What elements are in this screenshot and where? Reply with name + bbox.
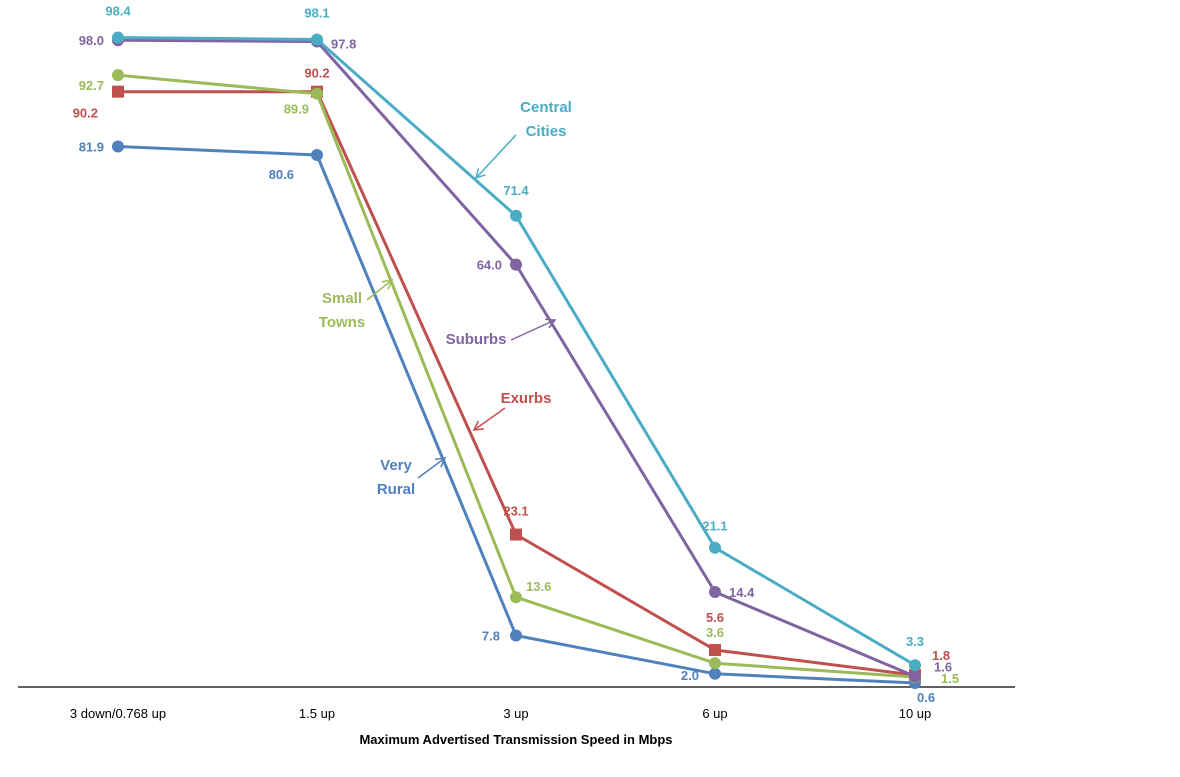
series-name-label: Small Towns — [319, 290, 365, 331]
series-name-exurbs: Exurbs — [472, 390, 552, 431]
value-label: 5.6 — [706, 610, 724, 625]
arrow-head-icon — [472, 420, 485, 431]
value-label: 23.1 — [503, 504, 528, 519]
data-point — [709, 657, 721, 670]
series-name-label: Very Rural — [377, 457, 415, 498]
series-arrow-line — [510, 319, 556, 341]
series-arrow-line — [475, 134, 517, 179]
data-point — [112, 31, 124, 44]
value-label: 1.6 — [934, 659, 952, 674]
series-name-central-cities: Central Cities — [474, 99, 572, 180]
data-point — [311, 33, 323, 46]
series-line — [117, 36, 916, 667]
series-name-label: Exurbs — [501, 390, 552, 407]
series-line — [117, 38, 916, 678]
data-point — [709, 585, 721, 598]
arrow-head-icon — [474, 168, 486, 180]
x-tick-labels: 3 down/0.768 up 1.5 up 3 up 6 up 10 up — [70, 706, 931, 721]
data-point — [510, 629, 522, 642]
data-point — [112, 69, 124, 82]
value-label: 13.6 — [526, 579, 551, 594]
series-line — [118, 90, 916, 677]
series-central-cities — [112, 31, 921, 672]
series-line — [117, 73, 916, 679]
value-label: 71.4 — [503, 183, 529, 198]
value-label: 14.4 — [729, 585, 755, 600]
data-point — [510, 528, 522, 541]
value-label: 3.6 — [706, 625, 724, 640]
value-label: 2.0 — [681, 668, 699, 683]
series-name-label: Suburbs — [446, 331, 507, 348]
series-name-very-rural: Very Rural — [377, 457, 447, 498]
series-layer — [112, 31, 921, 690]
x-tick-label: 1.5 up — [299, 706, 335, 721]
data-point — [709, 541, 721, 554]
value-label: 89.9 — [284, 102, 309, 117]
series-very-rural — [112, 140, 921, 690]
value-label: 97.8 — [331, 37, 356, 52]
data-point — [311, 149, 323, 162]
x-axis-title: Maximum Advertised Transmission Speed in… — [359, 732, 672, 747]
value-label: 90.2 — [304, 66, 329, 81]
value-label: 80.6 — [269, 167, 294, 182]
series-name-labels: Central Cities Suburbs Small Towns Exurbs Very… — [319, 99, 572, 498]
value-label: 0.6 — [917, 690, 935, 705]
value-label: 1.5 — [941, 671, 959, 686]
value-label: 21.1 — [702, 519, 727, 534]
series-arrow-line — [473, 407, 506, 431]
series-arrow-line — [366, 279, 393, 301]
value-labels: 98.4 98.1 71.4 21.1 3.3 98.0 97.8 64.0 14.4 1.6 92… — [73, 4, 959, 705]
x-tick-label: 6 up — [702, 706, 727, 721]
value-label: 90.2 — [73, 106, 98, 121]
data-point — [112, 140, 124, 153]
data-point — [510, 209, 522, 222]
data-point — [709, 644, 721, 657]
data-point — [510, 591, 522, 604]
series-arrow-line — [417, 457, 446, 479]
value-label: 98.4 — [105, 4, 131, 19]
value-label: 1.8 — [932, 648, 950, 663]
series-name-small-towns: Small Towns — [319, 279, 394, 331]
arrow-head-icon — [434, 457, 447, 468]
value-label: 64.0 — [477, 258, 502, 273]
data-point — [510, 258, 522, 271]
arrow-head-icon — [544, 318, 557, 329]
value-label: 7.8 — [482, 629, 500, 644]
value-label: 98.1 — [304, 6, 329, 21]
series-small-towns — [112, 69, 921, 684]
x-tick-label: 3 down/0.768 up — [70, 706, 166, 721]
x-tick-label: 10 up — [899, 706, 932, 721]
data-point — [311, 87, 323, 100]
data-point — [112, 85, 124, 98]
series-name-suburbs: Suburbs — [446, 318, 557, 348]
data-point — [709, 667, 721, 680]
arrow-head-icon — [382, 279, 394, 290]
series-name-label: Central Cities — [520, 99, 572, 140]
data-point — [909, 659, 921, 672]
data-point — [909, 670, 921, 683]
value-label: 81.9 — [79, 139, 104, 154]
value-label: 98.0 — [79, 33, 104, 48]
series-suburbs — [112, 34, 921, 683]
value-label: 92.7 — [79, 78, 104, 93]
value-label: 3.3 — [906, 634, 924, 649]
x-tick-label: 3 up — [503, 706, 528, 721]
